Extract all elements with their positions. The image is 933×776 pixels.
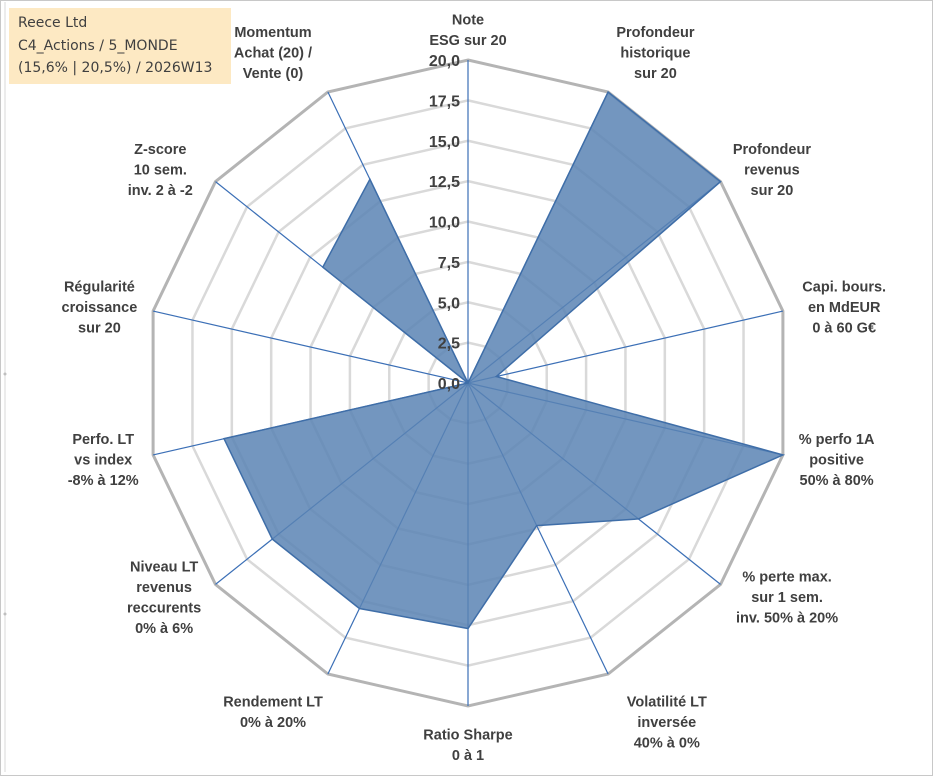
category-label-line: 50% à 80% [800, 473, 874, 489]
axis-tick-label: 0,0 [438, 376, 460, 393]
category-labels: Note ESG sur 20 Profondeur historique sur 20… [62, 13, 887, 765]
category-label-line: -8% à 12% [68, 473, 139, 489]
category-label: % perte max. sur 1 sem. inv. 50% à 20% [736, 570, 838, 627]
category-label-line: 0% à 20% [240, 715, 306, 731]
category-label: Z-score 10 sem. inv. 2 à -2 [128, 142, 193, 199]
category-label-line: historique [620, 46, 690, 62]
category-label-line: 40% à 0% [634, 735, 700, 751]
category-label: % perfo 1A positive 50% à 80% [799, 432, 875, 489]
category-label-line: Profondeur [733, 142, 811, 158]
category-label-line: Vente (0) [243, 66, 304, 82]
category-label-line: ESG sur 20 [429, 33, 506, 49]
category-label-line: en MdEUR [808, 300, 881, 316]
scroll-marker [3, 372, 7, 376]
axis-tick-label: 7,5 [438, 255, 460, 272]
info-box: Reece Ltd C4_Actions / 5_MONDE (15,6% | … [9, 8, 231, 84]
category-label-line: Niveau LT [130, 559, 198, 575]
category-label-line: 10 sem. [134, 162, 187, 178]
category-label: Momentum Achat (20) / Vente (0) [234, 25, 312, 82]
radial-axis-ticks: 0,0 2,5 5,0 7,5 10,0 12,5 15,0 17,5 20,0 [429, 53, 460, 393]
category-label-line: reccurents [127, 600, 201, 616]
category-label-line: Régularité [64, 279, 135, 295]
category-label-line: sur 20 [634, 66, 677, 82]
axis-tick-label: 20,0 [429, 53, 460, 70]
axis-tick-label: 2,5 [438, 336, 460, 353]
axis-tick-label: 17,5 [429, 93, 460, 110]
scroll-marker [3, 612, 7, 616]
axis-tick-label: 5,0 [438, 295, 460, 312]
category-label-line: Perfo. LT [72, 432, 134, 448]
category-label: Note ESG sur 20 [429, 13, 506, 50]
series-area [222, 90, 786, 630]
category-label-line: 0 à 1 [452, 748, 484, 764]
vertical-scrollbar[interactable] [0, 2, 9, 772]
category-label: Profondeur historique sur 20 [616, 25, 694, 82]
category-label: Niveau LT revenus reccurents 0% à 6% [127, 559, 201, 637]
category-label-line: vs index [74, 453, 132, 469]
category-label-line: Capi. bours. [802, 279, 886, 295]
category-label: Capi. bours. en MdEUR 0 à 60 G€ [802, 279, 886, 336]
category-label-line: Note [452, 13, 484, 29]
category-label-line: inversée [637, 715, 696, 731]
category-label: Volatilité LT inversée 40% à 0% [627, 694, 707, 751]
radar-series [222, 90, 786, 630]
category-label-line: croissance [62, 300, 138, 316]
category-label-line: 0 à 60 G€ [812, 320, 876, 336]
category-label: Perfo. LT vs index -8% à 12% [68, 432, 139, 489]
category-label-line: inv. 50% à 20% [736, 611, 838, 627]
info-stats-week: (15,6% | 20,5%) / 2026W13 [18, 60, 213, 76]
category-label-line: Ratio Sharpe [423, 728, 512, 744]
axis-spoke [152, 310, 469, 384]
category-label: Profondeur revenus sur 20 [733, 142, 811, 199]
category-label-line: 0% à 6% [135, 621, 193, 637]
category-label-line: Profondeur [616, 25, 694, 41]
category-label-line: sur 20 [78, 320, 121, 336]
category-label: Régularité croissance sur 20 [62, 279, 138, 336]
category-label-line: % perte max. [742, 570, 831, 586]
category-label: Ratio Sharpe 0 à 1 [423, 728, 512, 765]
category-label-line: Achat (20) / [234, 46, 312, 62]
category-label-line: revenus [136, 580, 192, 596]
info-company-name: Reece Ltd [18, 15, 88, 31]
category-label-line: Momentum [234, 25, 311, 41]
category-label-line: sur 1 sem. [751, 590, 823, 606]
category-label: Rendement LT 0% à 20% [223, 694, 323, 731]
axis-tick-label: 10,0 [429, 215, 460, 232]
category-label-line: revenus [744, 162, 800, 178]
category-label-line: % perfo 1A [799, 432, 875, 448]
category-label-line: positive [809, 453, 864, 469]
category-label-line: sur 20 [751, 183, 794, 199]
axis-tick-label: 12,5 [429, 174, 460, 191]
category-label-line: Z-score [134, 142, 186, 158]
category-label-line: Volatilité LT [627, 694, 707, 710]
info-asset-class: C4_Actions / 5_MONDE [18, 37, 178, 54]
axis-spoke [467, 310, 784, 384]
category-label-line: Rendement LT [223, 694, 323, 710]
axis-tick-label: 15,0 [429, 134, 460, 151]
category-label-line: inv. 2 à -2 [128, 183, 193, 199]
